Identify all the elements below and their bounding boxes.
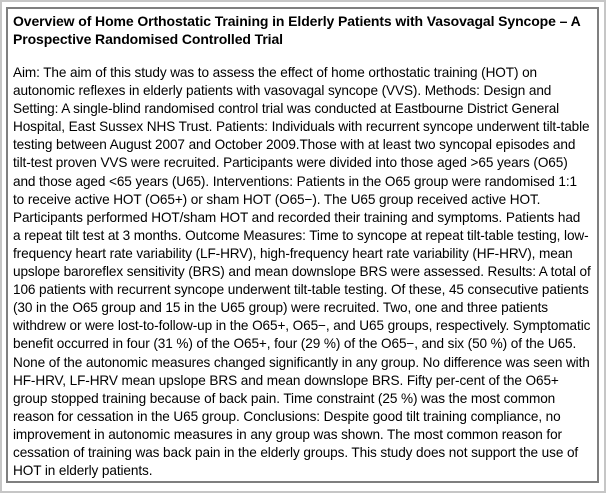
abstract-text: Aim: The aim of this study was to assess… [13,65,591,479]
abstract-textbox: Overview of Home Orthostatic Training in… [6,7,599,483]
paper-title: Overview of Home Orthostatic Training in… [13,13,581,47]
